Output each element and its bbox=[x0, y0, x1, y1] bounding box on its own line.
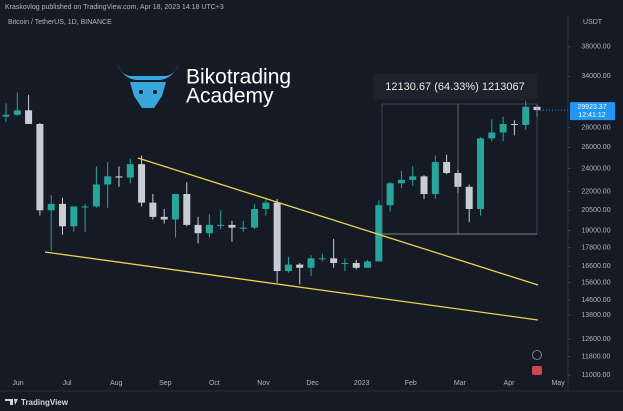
candle-body bbox=[47, 203, 55, 211]
measure-label: 12130.67 (64.33%) 1213067 bbox=[385, 81, 524, 93]
candle-body bbox=[81, 206, 89, 208]
candle-body bbox=[239, 227, 247, 229]
x-tick-label: Apr bbox=[504, 380, 516, 387]
x-tick-label: Aug bbox=[110, 380, 123, 387]
x-tick-label: Feb bbox=[405, 380, 417, 387]
candle-body bbox=[171, 194, 179, 220]
candle-body bbox=[409, 176, 417, 180]
x-tick-label: Dec bbox=[306, 380, 319, 387]
y-tick-label: 38000.00 bbox=[581, 44, 610, 51]
y-tick-label: 26000.00 bbox=[581, 144, 610, 151]
y-tick-label: 14600.00 bbox=[581, 297, 610, 304]
candle-body bbox=[522, 106, 530, 125]
candle-body bbox=[443, 162, 451, 173]
x-tick-label: May bbox=[551, 380, 565, 387]
candle-body bbox=[183, 194, 191, 225]
y-tick-label: 13800.00 bbox=[581, 312, 610, 319]
candle-body bbox=[386, 183, 394, 206]
x-tick-label: 2023 bbox=[354, 380, 370, 387]
candle-body bbox=[273, 202, 281, 272]
candle-body bbox=[92, 184, 100, 207]
candle-body bbox=[115, 176, 123, 178]
candle-body bbox=[205, 224, 213, 234]
candle-body bbox=[104, 176, 112, 185]
x-tick-label: Jun bbox=[12, 380, 23, 387]
candle-body bbox=[138, 164, 146, 203]
candle-body bbox=[364, 261, 372, 268]
candle-body bbox=[149, 202, 157, 217]
y-tick-label: 28000.00 bbox=[581, 125, 610, 132]
candle-body bbox=[397, 179, 405, 184]
candle-body bbox=[160, 216, 168, 220]
candle-body bbox=[420, 176, 428, 195]
candle-body bbox=[352, 263, 360, 268]
candle-body bbox=[307, 258, 315, 268]
candle-body bbox=[330, 258, 338, 264]
last-price-box bbox=[570, 102, 615, 121]
candle-body bbox=[296, 264, 304, 268]
candle-body bbox=[70, 206, 78, 227]
y-tick-label: 15600.00 bbox=[581, 279, 610, 286]
axis-icons bbox=[532, 350, 542, 375]
candle-body bbox=[228, 224, 236, 228]
candle-body bbox=[431, 162, 439, 195]
y-tick-label: 20500.00 bbox=[581, 207, 610, 214]
x-tick-label: Jul bbox=[63, 380, 72, 387]
candle-body bbox=[465, 186, 473, 210]
candle-body bbox=[2, 114, 10, 117]
candle-body bbox=[499, 123, 507, 133]
candle-body bbox=[375, 205, 383, 262]
measure-label-box bbox=[373, 74, 537, 100]
logo-line2: Academy bbox=[186, 85, 274, 108]
candle-body bbox=[126, 164, 134, 178]
candle-body bbox=[284, 264, 292, 272]
x-tick-label: Oct bbox=[209, 380, 220, 387]
candle-body bbox=[251, 209, 259, 228]
y-tick-label: 11800.00 bbox=[582, 353, 611, 360]
countdown: 12:41:12 bbox=[578, 112, 605, 119]
candle-body bbox=[341, 263, 349, 265]
x-tick-label: Nov bbox=[257, 380, 270, 387]
y-tick-label: 17800.00 bbox=[581, 245, 610, 252]
publisher: Kraskovlog published on TradingView.com,… bbox=[5, 4, 224, 11]
symbol: Bitcoin / TetherUS, 1D, BINANCE bbox=[8, 19, 112, 26]
logo-line1: Bikotrading bbox=[186, 66, 291, 89]
candle-body bbox=[217, 224, 225, 226]
last-price: 29923.37 bbox=[577, 104, 606, 111]
y-tick-label: 24000.00 bbox=[581, 165, 610, 172]
candle-body bbox=[477, 138, 485, 210]
lower-trendline bbox=[44, 251, 539, 321]
candle-body bbox=[510, 123, 518, 125]
y-tick-label: 12600.00 bbox=[581, 336, 610, 343]
candle-body bbox=[36, 123, 44, 211]
tv-logo bbox=[5, 399, 18, 405]
footer-brand: TradingView bbox=[21, 398, 69, 407]
candle-body bbox=[318, 258, 326, 260]
x-tick-label: Sep bbox=[159, 380, 172, 387]
candle-body bbox=[13, 110, 21, 115]
candle-body bbox=[58, 203, 66, 227]
x-tick-label: Mar bbox=[454, 380, 467, 387]
y-tick-label: 22000.00 bbox=[581, 188, 610, 195]
y-tick-label: 34000.00 bbox=[581, 73, 610, 80]
candle-body bbox=[25, 110, 33, 124]
y-tick-label: 11000.00 bbox=[582, 372, 611, 379]
logo-icon bbox=[118, 64, 178, 108]
upper-trendline bbox=[137, 157, 539, 286]
y-tick-label: 19000.00 bbox=[581, 227, 610, 234]
candle-body bbox=[262, 202, 270, 210]
candles bbox=[2, 92, 541, 285]
candle-body bbox=[488, 132, 496, 139]
y-tick-label: 16600.00 bbox=[581, 263, 610, 270]
candle-body bbox=[194, 224, 202, 234]
currency: USDT bbox=[583, 19, 603, 26]
